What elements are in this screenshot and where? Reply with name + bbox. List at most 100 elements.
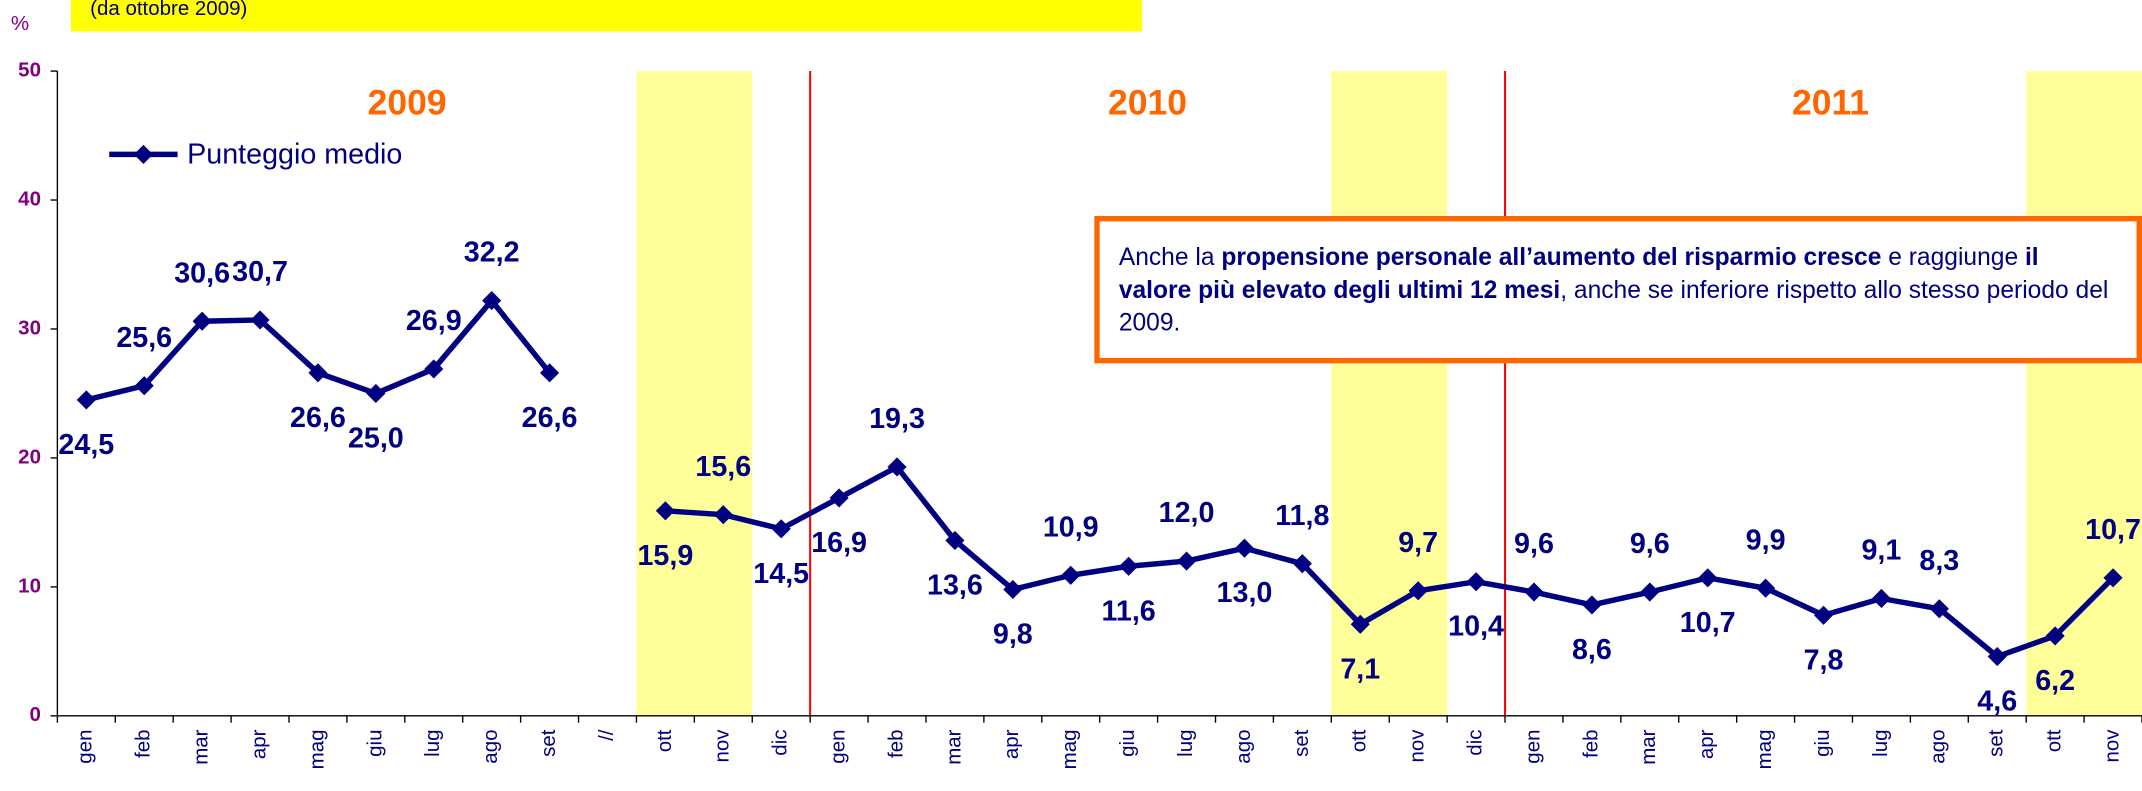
x-tick-label: ott [653,729,676,752]
data-label: 19,3 [869,403,925,435]
data-label: 8,6 [1572,634,1612,666]
annotation: Anche la propensione personale all’aumen… [1094,215,2142,364]
x-tick-label: lug [1174,730,1197,757]
data-label: 15,9 [637,540,693,572]
data-point [1698,568,1718,588]
x-tick-label: giu [1116,730,1139,757]
data-point [887,457,907,477]
year-label: 2011 [1792,83,1869,123]
data-point [1234,538,1255,558]
data-label: 25,0 [348,422,404,454]
x-tick-label: ott [2043,729,2066,752]
x-tick-label: nov [711,729,734,763]
x-tick-label: ago [1927,730,1950,764]
y-tick-label: 40 [18,187,41,210]
data-point [1813,605,1834,625]
highlight-band [636,71,753,716]
x-tick-label: ott [1348,729,1371,752]
x-tick-label: feb [132,730,155,758]
data-point [1640,582,1660,602]
x-tick-label: feb [884,730,907,758]
data-point [1176,551,1197,571]
data-label: 14,5 [753,558,809,590]
x-tick-label: dic [769,730,792,756]
x-tick-label: set [537,729,560,757]
x-tick-label: // [595,729,618,741]
data-point [1466,572,1486,592]
data-label: 15,6 [695,451,751,483]
data-point [1003,579,1023,600]
data-point [134,376,154,396]
x-tick-label: mar [190,729,213,764]
data-label: 4,6 [1977,686,2017,718]
x-tick-label: mar [1637,729,1660,764]
data-label: 10,4 [1448,611,1504,643]
data-point [1524,582,1544,602]
data-label: 16,9 [811,527,867,559]
data-label: 26,6 [522,402,578,434]
data-label: 7,8 [1804,644,1844,676]
data-label: 30,6 [174,257,230,289]
data-label: 13,0 [1217,577,1273,609]
x-tick-label: giu [1811,730,1834,757]
data-point [1119,556,1139,576]
data-label: 10,7 [2085,514,2141,546]
data-label: 25,6 [116,322,172,354]
data-label: 12,0 [1159,497,1215,529]
data-point [424,359,444,379]
data-label: 8,3 [1919,545,1959,577]
data-label: 26,9 [406,305,462,337]
data-point [713,505,733,525]
data-label: 11,8 [1275,500,1329,532]
data-point [76,390,96,410]
x-tick-label: mag [1058,730,1081,770]
subtitle-box [71,0,1143,32]
annotation-text: il valore più elevato degli ultimi 12 me… [1118,243,2039,304]
series-line [665,463,2115,660]
data-point [1582,595,1602,615]
data-point [366,383,386,404]
y-tick-label: 30 [18,316,41,339]
data-label: 32,2 [464,237,520,269]
annotation-text: e raggiunge [1881,243,2025,271]
data-point [1350,614,1370,634]
data-label: 6,2 [2035,665,2075,697]
data-point [945,530,965,551]
year-label: 2010 [1108,83,1187,123]
y-tick-label: 50 [18,58,41,81]
data-point [2103,568,2123,588]
data-point [771,519,791,539]
x-tick-label: apr [1000,729,1023,759]
data-label: 26,6 [290,402,346,434]
x-tick-label: gen [827,730,850,764]
annotation-text: propensione personale all’aumento del ri… [1221,243,1882,271]
x-tick-label: set [1985,729,2008,757]
data-point [308,363,328,383]
data-label: 10,9 [1043,511,1099,543]
x-tick-label: ago [479,730,502,764]
x-tick-label: giu [363,730,386,757]
data-point [655,501,675,521]
data-point [1871,588,1891,609]
data-point [192,311,212,331]
data-label: 9,6 [1630,528,1670,560]
data-label: 13,6 [927,569,983,601]
data-point [2045,626,2065,646]
data-point [1408,581,1428,601]
subtitle: (da ottobre 2009) [90,0,247,20]
annotation-text: , anche se inferiore rispetto allo stess… [1118,275,2109,337]
x-tick-label: mar [942,729,965,764]
x-tick-label: mag [305,730,328,770]
data-point [1929,599,1949,619]
x-tick-label: nov [2100,729,2123,763]
data-label: 11,6 [1102,595,1156,627]
data-point [540,363,560,383]
data-label: 9,9 [1746,524,1786,556]
x-tick-label: gen [1521,730,1544,764]
y-tick-label: 0 [30,703,41,726]
legend-label: Punteggio medio [187,138,402,170]
data-label: 7,1 [1340,653,1380,685]
x-tick-label: ago [1232,730,1255,764]
